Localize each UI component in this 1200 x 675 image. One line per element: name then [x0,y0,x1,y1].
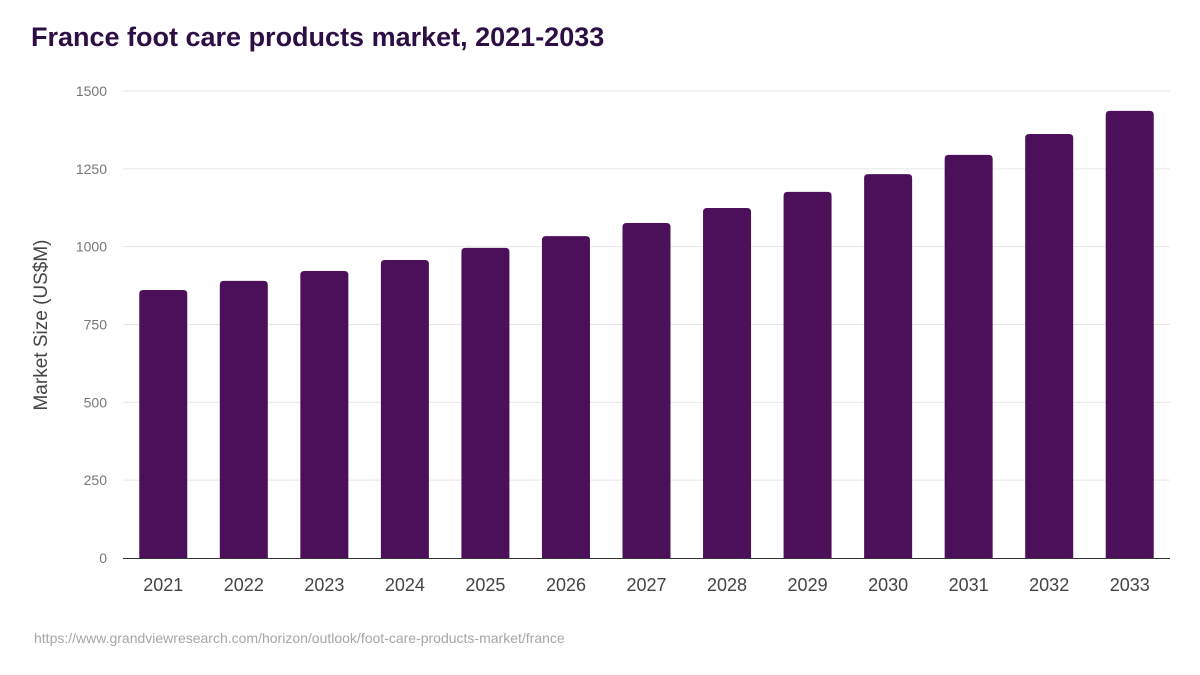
bar-2029 [783,191,832,558]
bar-2031 [944,154,993,558]
x-tick-label: 2032 [1029,575,1069,595]
bar-2030 [864,174,913,558]
bar-2032 [1025,133,1074,559]
y-axis-label: Market Size (US$M) [31,239,52,410]
x-tick-label: 2026 [546,575,586,595]
bar-2023 [300,270,349,558]
bar-2024 [380,260,429,558]
x-tick-label: 2028 [707,575,747,595]
y-tick-label: 1000 [76,239,107,255]
bar-2025 [461,247,510,559]
bar-2028 [703,208,752,558]
source-url: https://www.grandviewresearch.com/horizo… [34,630,565,646]
bar-2033 [1105,110,1154,559]
x-tick-label: 2027 [626,575,666,595]
y-tick-label: 250 [84,472,108,488]
y-tick-label: 0 [99,550,107,566]
bar-2027 [622,223,671,558]
x-tick-label: 2022 [224,575,264,595]
y-tick-label: 750 [84,317,108,333]
x-tick-label: 2025 [465,575,505,595]
y-tick-label: 500 [84,394,108,410]
x-tick-label: 2033 [1110,575,1150,595]
x-tick-label: 2031 [949,575,989,595]
x-tick-label: 2029 [788,575,828,595]
y-tick-label: 1500 [76,83,107,99]
x-tick-label: 2024 [385,575,425,595]
y-tick-label: 1250 [76,161,107,177]
x-tick-label: 2021 [143,575,183,595]
x-tick-label: 2023 [304,575,344,595]
bar-2021 [139,289,188,558]
x-tick-label: 2030 [868,575,908,595]
chart-title: France foot care products market, 2021-2… [31,22,605,52]
bar-2026 [541,236,590,558]
bar-2022 [219,280,268,558]
